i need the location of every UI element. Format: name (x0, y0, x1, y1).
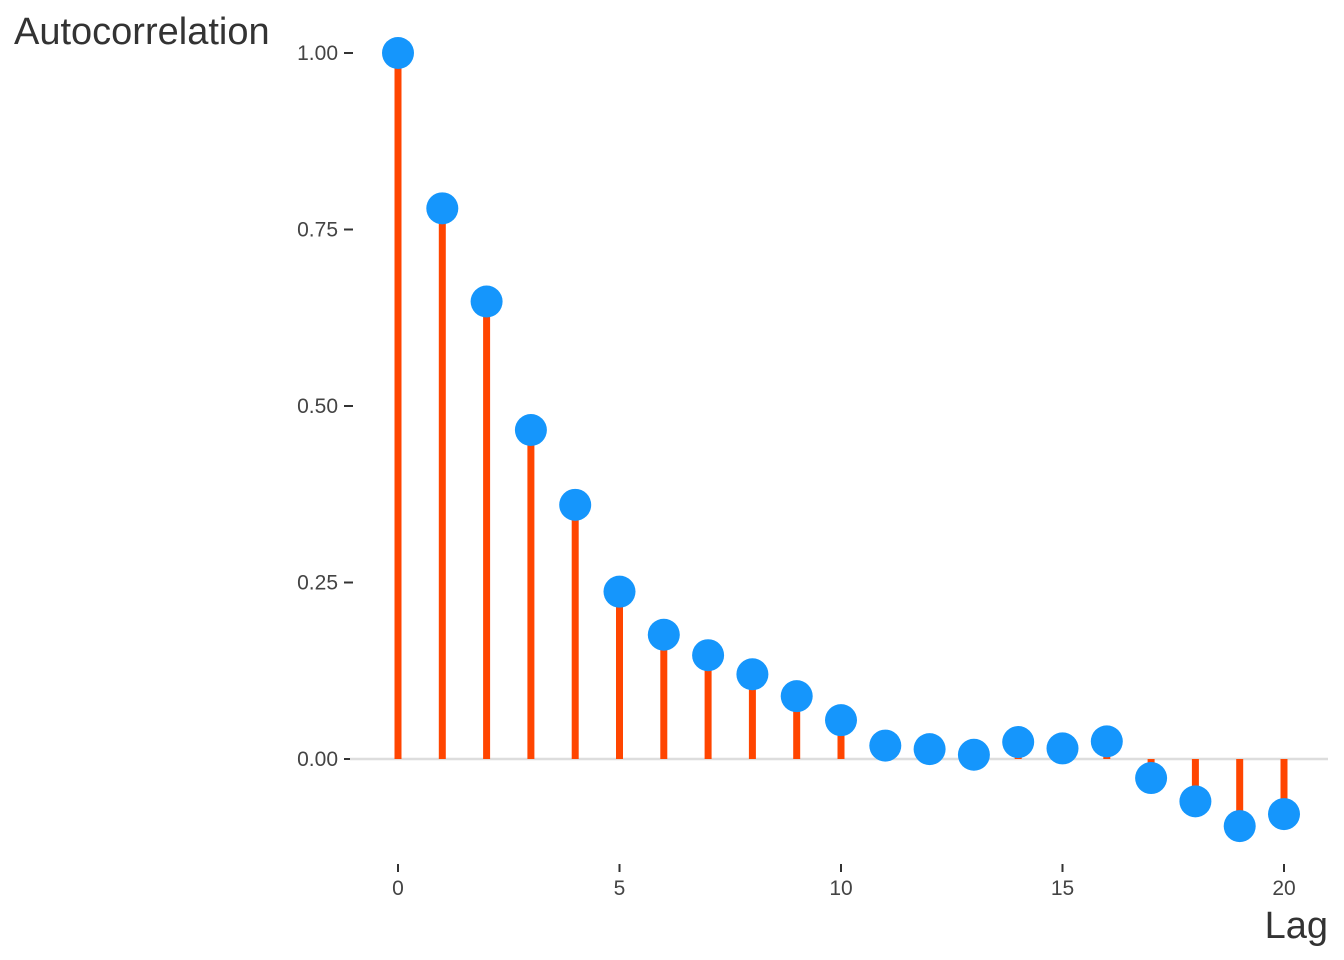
x-tick-label: 0 (392, 877, 404, 900)
y-tick-label: 1.00 (297, 42, 338, 65)
acf-point (603, 575, 636, 608)
acf-point (382, 37, 414, 69)
acf-point (1179, 785, 1212, 818)
acf-point (647, 618, 680, 651)
acf-point (692, 639, 725, 672)
acf-point (913, 733, 946, 766)
acf-point (470, 285, 503, 318)
acf-point (780, 680, 813, 713)
acf-point (736, 658, 769, 691)
x-tick-label: 15 (1051, 877, 1074, 900)
y-tick-label: 0.25 (297, 572, 338, 595)
acf-point (1090, 725, 1123, 758)
acf-point (1223, 810, 1256, 843)
points-group (382, 37, 1300, 843)
y-tick-label: 0.75 (297, 219, 338, 242)
acf-point (957, 738, 990, 771)
acf-point (1268, 798, 1300, 831)
acf-point (559, 488, 592, 521)
acf-point (869, 729, 902, 762)
x-tick-label: 5 (614, 877, 626, 900)
acf-point (514, 414, 547, 447)
acf-point (1002, 726, 1035, 759)
y-tick-label: 0.00 (297, 748, 338, 771)
acf-point (1135, 762, 1168, 795)
x-axis-title: Lag (1265, 905, 1328, 947)
y-axis: 0.00 0.25 0.50 0.75 1.00 (297, 42, 353, 771)
x-axis: 0 5 10 15 20 (392, 864, 1296, 900)
acf-point (426, 192, 459, 225)
x-tick-label: 20 (1272, 877, 1295, 900)
y-tick-label: 0.50 (297, 395, 338, 418)
acf-point (825, 704, 857, 737)
x-tick-label: 10 (829, 877, 852, 900)
acf-point (1046, 732, 1079, 765)
y-axis-title: Autocorrelation (14, 11, 270, 53)
